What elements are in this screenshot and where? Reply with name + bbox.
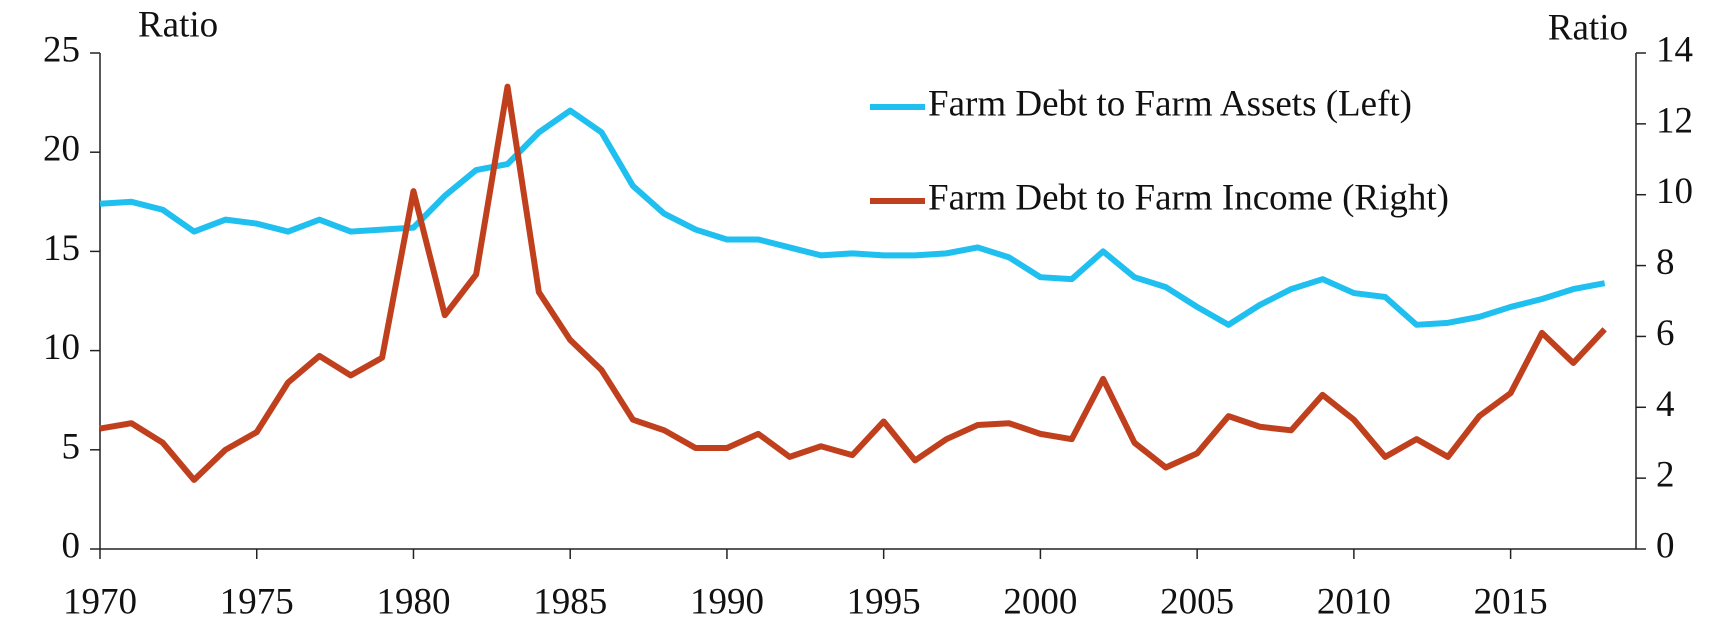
y2-axis-label: Ratio bbox=[1548, 7, 1628, 48]
y-tick-label: 20 bbox=[43, 129, 80, 170]
y2-tick-label: 12 bbox=[1656, 100, 1693, 141]
y2-tick-label: 6 bbox=[1656, 313, 1675, 354]
x-tick-label: 2005 bbox=[1160, 581, 1234, 622]
line-series bbox=[99, 83, 1607, 483]
x-tick-label: 1980 bbox=[376, 581, 450, 622]
y-axis-label: Ratio bbox=[138, 4, 218, 45]
y2-tick-label: 0 bbox=[1656, 525, 1675, 566]
x-tick-label: 2010 bbox=[1317, 581, 1391, 622]
y2-tick-label: 14 bbox=[1656, 29, 1693, 70]
x-tick-label: 1985 bbox=[533, 581, 607, 622]
x-tick-label: 1970 bbox=[63, 581, 137, 622]
y2-tick-label: 2 bbox=[1656, 455, 1675, 496]
y-tick-label: 25 bbox=[43, 29, 80, 70]
y-tick-label: 10 bbox=[43, 327, 80, 368]
y-tick-label: 0 bbox=[62, 525, 81, 566]
y2-tick-label: 8 bbox=[1656, 242, 1675, 283]
y2-tick-label: 4 bbox=[1656, 384, 1675, 425]
legend-label: Farm Debt to Farm Assets (Left) bbox=[928, 83, 1412, 124]
line-series bbox=[99, 107, 1606, 328]
x-tick-label: 1995 bbox=[847, 581, 921, 622]
y-tick-label: 5 bbox=[62, 426, 81, 467]
x-tick-label: 1990 bbox=[690, 581, 764, 622]
legend-label: Farm Debt to Farm Income (Right) bbox=[928, 177, 1449, 218]
y2-tick-label: 10 bbox=[1656, 171, 1693, 212]
x-tick-label: 2000 bbox=[1003, 581, 1077, 622]
x-tick-label: 2015 bbox=[1474, 581, 1548, 622]
x-tick-label: 1975 bbox=[220, 581, 294, 622]
y-tick-label: 15 bbox=[43, 228, 80, 269]
